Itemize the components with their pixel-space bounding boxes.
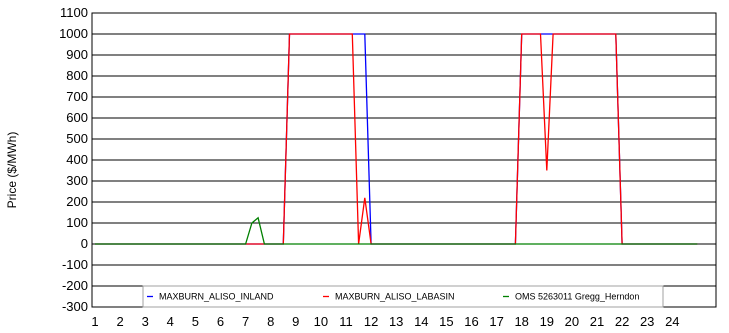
x-tick-label: 22 <box>615 314 629 329</box>
x-tick-label: 7 <box>242 314 249 329</box>
y-tick-label: 500 <box>66 131 88 146</box>
x-tick-label: 18 <box>514 314 528 329</box>
y-tick-label: 900 <box>66 47 88 62</box>
y-tick-label: 100 <box>66 215 88 230</box>
legend-box <box>142 285 664 308</box>
x-tick-label: 15 <box>439 314 453 329</box>
y-tick-label: 1000 <box>59 26 88 41</box>
x-tick-label: 20 <box>565 314 579 329</box>
series-line-3 <box>95 216 698 245</box>
x-tick-label: 12 <box>364 314 378 329</box>
x-tick-label: 1 <box>91 314 98 329</box>
x-tick-label: 9 <box>292 314 299 329</box>
y-axis-title: Price ($/MWh) <box>5 132 19 209</box>
x-tick-label: 19 <box>540 314 554 329</box>
series-layer <box>95 33 698 245</box>
x-tick-label: 14 <box>414 314 428 329</box>
x-tick-label: 11 <box>339 314 353 329</box>
x-tick-label: 23 <box>640 314 654 329</box>
x-tick-label: 17 <box>489 314 503 329</box>
y-tick-label: -100 <box>62 257 88 272</box>
x-tick-label: 4 <box>167 314 174 329</box>
x-tick-label: 24 <box>665 314 679 329</box>
x-tick-label: 21 <box>590 314 604 329</box>
x-tick-label: 2 <box>116 314 123 329</box>
legend-label: MAXBURN_ALISO_LABASIN <box>335 292 455 302</box>
y-tick-label: -200 <box>62 278 88 293</box>
y-tick-label: 300 <box>66 173 88 188</box>
y-axis-tick-labels: 110010009008007006005004003002001000-100… <box>59 5 88 314</box>
y-tick-label: 800 <box>66 68 88 83</box>
y-tick-label: 600 <box>66 110 88 125</box>
x-axis-tick-labels: 1 2 3 4 5 6 7 8 9 10 11 12 13 14 15 16 17 18 19 20 21 22 23 24 <box>91 314 679 329</box>
horizontal-gridlines <box>92 33 716 287</box>
x-tick-label: 10 <box>314 314 328 329</box>
x-tick-label: 13 <box>389 314 403 329</box>
legend-label: MAXBURN_ALISO_INLAND <box>159 292 274 302</box>
x-tick-label: 8 <box>267 314 274 329</box>
y-tick-label: 0 <box>81 236 88 251</box>
x-tick-label: 3 <box>142 314 149 329</box>
x-tick-label: 16 <box>464 314 478 329</box>
y-tick-label: 700 <box>66 89 88 104</box>
y-tick-label: 400 <box>66 152 88 167</box>
legend: MAXBURN_ALISO_INLAND MAXBURN_ALISO_LABASI… <box>142 285 664 308</box>
y-tick-label: 1100 <box>60 5 88 20</box>
legend-label: OMS 5263011 Gregg_Herndon <box>515 292 639 302</box>
y-tick-label: 200 <box>66 194 88 209</box>
x-tick-label: 5 <box>192 314 199 329</box>
y-tick-label: -300 <box>62 299 88 314</box>
x-tick-label: 6 <box>217 314 224 329</box>
